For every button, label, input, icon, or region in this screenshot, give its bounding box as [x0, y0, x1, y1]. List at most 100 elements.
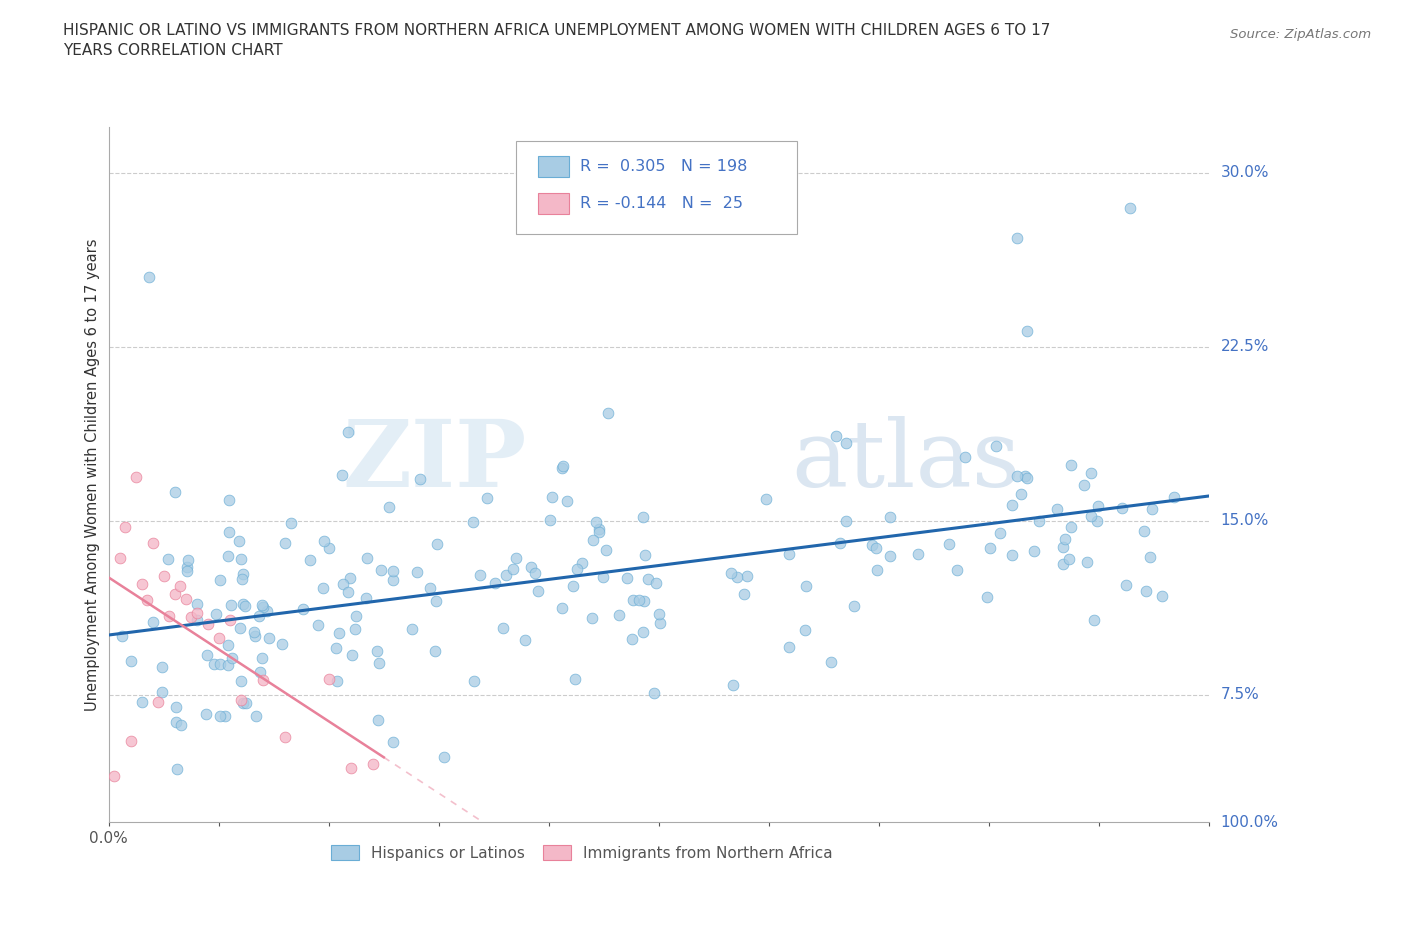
Point [150, 684, 173, 699]
Point [492, 620, 515, 635]
Point [634, 548, 657, 563]
Point [721, 677, 744, 692]
Point [984, 439, 1007, 454]
Point [621, 631, 644, 646]
Point [1059, 458, 1081, 473]
Point [860, 538, 883, 552]
Point [793, 622, 815, 637]
Text: atlas: atlas [792, 416, 1021, 506]
Point [468, 567, 491, 582]
Point [505, 551, 527, 565]
Point [820, 654, 842, 669]
Point [879, 549, 901, 564]
Point [219, 597, 242, 612]
Point [274, 536, 297, 551]
Point [979, 540, 1001, 555]
Point [382, 735, 405, 750]
Text: 30.0%: 30.0% [1220, 166, 1270, 180]
Point [585, 514, 607, 529]
Point [938, 537, 960, 551]
Point [339, 571, 361, 586]
Point [328, 626, 350, 641]
Point [208, 657, 231, 671]
Point [592, 569, 614, 584]
Point [953, 449, 976, 464]
Point [616, 571, 638, 586]
Point [541, 490, 564, 505]
Point [588, 525, 610, 539]
Point [245, 708, 267, 723]
Text: HISPANIC OR LATINO VS IMMIGRANTS FROM NORTHERN AFRICA UNEMPLOYMENT AMONG WOMEN W: HISPANIC OR LATINO VS IMMIGRANTS FROM NO… [63, 23, 1050, 58]
Point [174, 591, 197, 606]
Point [631, 624, 654, 639]
Point [595, 543, 617, 558]
Text: ZIP: ZIP [343, 416, 527, 506]
Point [280, 515, 302, 530]
Point [1132, 524, 1154, 538]
Point [195, 707, 218, 722]
Point [633, 593, 655, 608]
Point [120, 654, 142, 669]
Point [524, 565, 547, 580]
Point [461, 514, 484, 529]
Point [103, 768, 125, 783]
Point [720, 565, 742, 580]
Point [551, 460, 574, 475]
Point [111, 629, 134, 644]
Point [270, 636, 292, 651]
Point [142, 535, 165, 550]
Text: 7.5%: 7.5% [1220, 687, 1260, 702]
Point [582, 532, 605, 547]
Point [755, 492, 778, 507]
Point [631, 510, 654, 525]
Point [366, 644, 388, 658]
Point [778, 640, 800, 655]
Point [299, 552, 322, 567]
Point [361, 757, 384, 772]
Legend: Hispanics or Latinos, Immigrants from Northern Africa: Hispanics or Latinos, Immigrants from No… [325, 839, 839, 867]
Point [419, 581, 441, 596]
FancyBboxPatch shape [538, 193, 569, 214]
Point [176, 559, 198, 574]
Point [138, 270, 160, 285]
Point [551, 600, 574, 615]
Point [163, 485, 186, 499]
Point [221, 650, 243, 665]
Point [125, 470, 148, 485]
Point [232, 566, 254, 581]
Point [866, 563, 889, 578]
Point [779, 547, 801, 562]
Point [564, 671, 586, 686]
Point [330, 468, 353, 483]
Point [114, 520, 136, 535]
Point [150, 659, 173, 674]
Point [381, 564, 404, 578]
Point [648, 616, 671, 631]
Point [247, 609, 270, 624]
Point [1135, 584, 1157, 599]
Point [1010, 487, 1032, 502]
Text: 100.0%: 100.0% [1220, 815, 1278, 830]
Text: R =  0.305   N = 198: R = 0.305 N = 198 [579, 159, 747, 174]
Y-axis label: Unemployment Among Women with Children Ages 6 to 17 years: Unemployment Among Women with Children A… [86, 238, 100, 711]
Point [794, 579, 817, 594]
Point [166, 762, 188, 777]
Point [1140, 502, 1163, 517]
Point [865, 540, 887, 555]
Point [598, 405, 620, 420]
Point [367, 712, 389, 727]
Point [217, 658, 239, 672]
Point [180, 609, 202, 624]
Point [1014, 468, 1036, 483]
Point [426, 537, 449, 551]
Point [209, 708, 232, 723]
Point [565, 562, 588, 577]
Point [1087, 498, 1109, 513]
Point [157, 608, 180, 623]
Point [1076, 554, 1098, 569]
Point [401, 622, 423, 637]
Point [976, 590, 998, 604]
Point [256, 604, 278, 618]
Point [607, 607, 630, 622]
Point [1060, 519, 1083, 534]
